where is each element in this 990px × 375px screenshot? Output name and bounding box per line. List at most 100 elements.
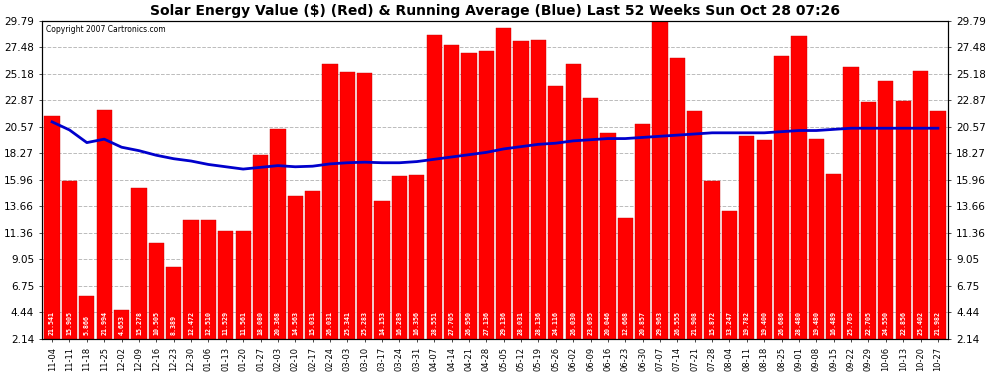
Text: 12.510: 12.510 [205, 312, 212, 336]
Text: 28.551: 28.551 [432, 312, 438, 336]
Bar [132, 188, 147, 339]
Text: 20.046: 20.046 [605, 312, 611, 336]
Bar [756, 140, 772, 339]
Bar [931, 111, 945, 339]
Bar [218, 231, 234, 339]
Text: 11.561: 11.561 [241, 312, 247, 336]
Bar [896, 100, 911, 339]
Text: 20.368: 20.368 [275, 312, 281, 336]
Text: 16.289: 16.289 [396, 312, 403, 336]
Bar [479, 51, 494, 339]
Text: Copyright 2007 Cartronics.com: Copyright 2007 Cartronics.com [47, 26, 166, 34]
Bar [183, 220, 199, 339]
Bar [496, 28, 511, 339]
Text: 25.283: 25.283 [361, 312, 367, 336]
Text: 20.857: 20.857 [640, 312, 645, 336]
Bar [79, 296, 94, 339]
Bar [826, 174, 842, 339]
Bar [687, 111, 702, 339]
Text: 25.769: 25.769 [848, 312, 854, 336]
Text: 16.489: 16.489 [831, 312, 837, 336]
Bar [461, 53, 476, 339]
Bar [583, 98, 598, 339]
Text: 4.653: 4.653 [119, 315, 125, 336]
Text: 26.030: 26.030 [570, 312, 576, 336]
Text: 15.278: 15.278 [136, 312, 142, 336]
Text: 28.480: 28.480 [796, 312, 802, 336]
Text: 11.529: 11.529 [223, 312, 229, 336]
Bar [444, 45, 459, 339]
Text: 23.095: 23.095 [587, 312, 594, 336]
Bar [340, 72, 355, 339]
Text: 15.031: 15.031 [310, 312, 316, 336]
Bar [809, 140, 824, 339]
Text: 26.555: 26.555 [674, 312, 680, 336]
Text: 12.668: 12.668 [623, 312, 629, 336]
Bar [635, 123, 650, 339]
Text: 19.400: 19.400 [761, 312, 767, 336]
Bar [514, 41, 529, 339]
Text: 13.247: 13.247 [727, 312, 733, 336]
Bar [791, 36, 807, 339]
Text: 14.153: 14.153 [379, 312, 385, 336]
Text: 26.686: 26.686 [778, 312, 785, 336]
Text: 18.080: 18.080 [257, 312, 263, 336]
Text: 5.866: 5.866 [84, 315, 90, 336]
Bar [705, 181, 720, 339]
Bar [409, 176, 425, 339]
Bar [201, 220, 216, 339]
Text: 29.136: 29.136 [501, 312, 507, 336]
Bar [427, 35, 442, 339]
Text: 8.389: 8.389 [170, 315, 176, 336]
Text: 21.908: 21.908 [692, 312, 698, 336]
Bar [722, 211, 738, 339]
Text: 27.136: 27.136 [483, 312, 489, 336]
Bar [252, 156, 268, 339]
Bar [843, 67, 858, 339]
Bar [166, 267, 181, 339]
Bar [531, 40, 546, 339]
Text: 14.563: 14.563 [292, 312, 298, 336]
Text: 26.950: 26.950 [466, 312, 472, 336]
Bar [740, 136, 754, 339]
Bar [913, 71, 929, 339]
Bar [669, 58, 685, 339]
Text: 16.356: 16.356 [414, 312, 420, 336]
Text: 19.782: 19.782 [743, 312, 749, 336]
Bar [270, 129, 285, 339]
Text: 21.982: 21.982 [935, 312, 940, 336]
Text: 25.341: 25.341 [345, 312, 350, 336]
Text: 29.963: 29.963 [657, 312, 663, 336]
Bar [860, 102, 876, 339]
Bar [288, 196, 303, 339]
Bar [565, 64, 581, 339]
Text: 19.480: 19.480 [814, 312, 820, 336]
Text: 22.856: 22.856 [900, 312, 906, 336]
Bar [774, 57, 789, 339]
Text: 12.472: 12.472 [188, 312, 194, 336]
Text: 28.031: 28.031 [518, 312, 524, 336]
Bar [114, 310, 130, 339]
Bar [357, 73, 372, 339]
Bar [236, 231, 250, 339]
Bar [305, 190, 321, 339]
Bar [548, 86, 563, 339]
Text: 28.136: 28.136 [536, 312, 542, 336]
Text: 10.505: 10.505 [153, 312, 159, 336]
Bar [97, 111, 112, 339]
Bar [392, 176, 407, 339]
Bar [45, 116, 59, 339]
Text: 15.905: 15.905 [66, 312, 72, 336]
Text: 25.402: 25.402 [918, 312, 924, 336]
Bar [148, 243, 164, 339]
Bar [652, 19, 667, 339]
Text: 27.705: 27.705 [448, 312, 454, 336]
Text: 15.872: 15.872 [709, 312, 715, 336]
Text: 26.031: 26.031 [327, 312, 333, 336]
Title: Solar Energy Value ($) (Red) & Running Average (Blue) Last 52 Weeks Sun Oct 28 0: Solar Energy Value ($) (Red) & Running A… [150, 4, 840, 18]
Text: 21.994: 21.994 [101, 312, 107, 336]
Bar [61, 180, 77, 339]
Bar [374, 201, 390, 339]
Text: 24.550: 24.550 [883, 312, 889, 336]
Text: 24.116: 24.116 [552, 312, 558, 336]
